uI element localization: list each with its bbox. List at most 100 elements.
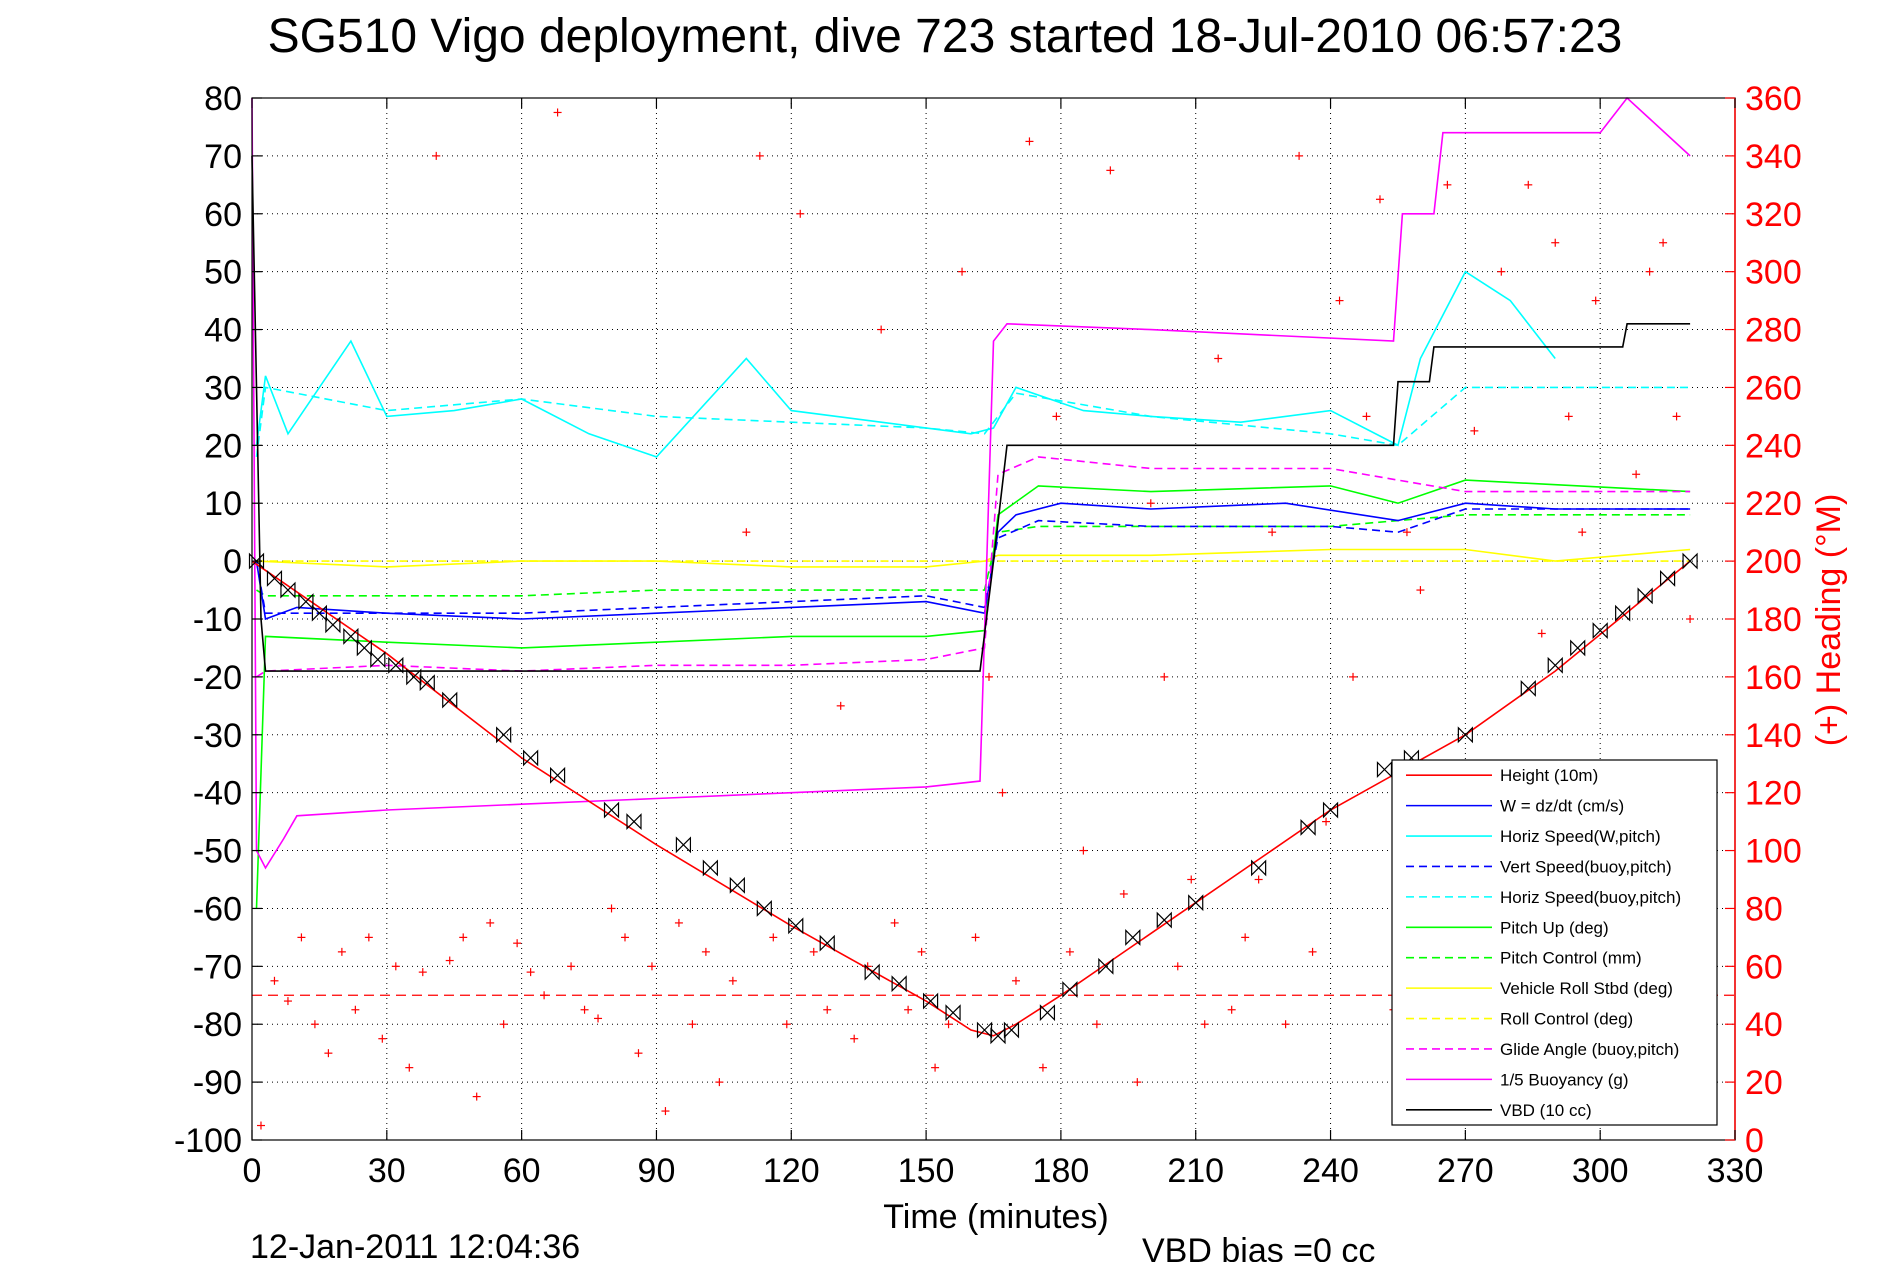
heading-point <box>405 1063 414 1072</box>
y2-tick-label: 160 <box>1745 659 1802 697</box>
heading-point <box>1268 528 1277 537</box>
heading-point <box>1200 1020 1209 1029</box>
y-tick-label: 70 <box>204 138 242 176</box>
legend-box <box>1391 759 1718 1126</box>
height-marker <box>976 1021 993 1039</box>
heading-point <box>513 939 522 948</box>
marker-layer <box>248 108 1698 1130</box>
height-marker <box>1682 552 1698 570</box>
heading-point <box>1591 296 1600 305</box>
heading-point <box>297 933 306 942</box>
height-marker <box>1547 656 1563 674</box>
height-marker-shape <box>922 992 939 1010</box>
heading-point <box>917 947 926 956</box>
heading-point <box>904 1005 913 1014</box>
height-marker <box>1156 911 1172 929</box>
height-marker <box>1457 726 1473 744</box>
legend-entry: Horiz Speed(buoy,pitch) <box>1406 888 1681 907</box>
y2-axis-label: (+) Heading (°M) <box>1810 494 1848 747</box>
heading-point <box>850 1034 859 1043</box>
legend-label: Roll Control (deg) <box>1500 1010 1633 1029</box>
height-marker <box>1125 928 1141 946</box>
heading-point <box>796 209 805 218</box>
heading-point <box>526 968 535 977</box>
heading-point <box>1187 875 1196 884</box>
legend-entry: Vert Speed(buoy,pitch) <box>1406 857 1672 876</box>
height-marker-shape <box>1637 587 1653 605</box>
x-tick-label: 60 <box>503 1152 541 1190</box>
legend-entry: W = dz/dt (cm/s) <box>1406 797 1624 816</box>
y-tick-label: 50 <box>204 254 242 292</box>
heading-point <box>391 962 400 971</box>
series-line <box>255 508 1691 615</box>
height-marker <box>325 616 341 634</box>
y2-tick-label: 60 <box>1745 948 1783 986</box>
height-marker <box>819 934 835 952</box>
height-marker <box>370 651 386 668</box>
heading-point <box>1632 470 1641 479</box>
height-marker-shape <box>1251 859 1267 877</box>
height-marker-shape <box>1062 981 1078 998</box>
height-marker-shape <box>280 581 296 599</box>
height-marker-shape <box>1300 818 1316 836</box>
heading-point <box>351 1005 360 1014</box>
y2-tick-label: 0 <box>1745 1122 1764 1160</box>
height-marker <box>343 627 359 645</box>
x-tick-label: 330 <box>1707 1152 1764 1190</box>
height-marker-shape <box>549 766 566 784</box>
heading-point <box>1146 499 1155 508</box>
y-tick-label: -20 <box>193 659 242 697</box>
height-marker-shape <box>523 749 539 767</box>
heading-point <box>256 1121 265 1130</box>
height-marker-shape <box>819 934 835 952</box>
legend-entry: Glide Angle (buoy,pitch) <box>1406 1040 1679 1059</box>
legend-entry: VBD (10 cc) <box>1406 1101 1592 1120</box>
legend-entry: Pitch Control (mm) <box>1406 949 1642 968</box>
height-marker <box>1659 570 1676 587</box>
height-marker-shape <box>311 604 328 622</box>
x-tick-label: 120 <box>763 1152 820 1190</box>
heading-point <box>661 1107 670 1116</box>
y2-tick-label: 20 <box>1745 1064 1783 1102</box>
legend-label: Vert Speed(buoy,pitch) <box>1500 857 1672 876</box>
height-marker <box>356 639 372 657</box>
heading-point <box>445 956 454 965</box>
heading-point <box>931 1063 940 1072</box>
height-marker-shape <box>1188 894 1204 912</box>
x-tick-label: 210 <box>1167 1152 1224 1190</box>
series-line <box>255 270 1556 458</box>
heading-point <box>944 1020 953 1029</box>
height-marker-shape <box>788 917 804 935</box>
heading-point <box>1443 180 1452 189</box>
heading-point <box>1375 195 1384 204</box>
heading-point <box>877 325 886 334</box>
height-marker <box>1637 587 1653 605</box>
heading-point <box>378 1034 387 1043</box>
height-marker-shape <box>864 963 880 981</box>
height-marker-shape <box>248 552 265 570</box>
height-marker <box>1188 894 1204 912</box>
y-tick-label: -60 <box>193 890 242 928</box>
y-tick-label: -90 <box>193 1064 242 1102</box>
heading-point <box>1133 1078 1142 1087</box>
heading-point <box>1308 947 1317 956</box>
heading-point <box>1281 1020 1290 1029</box>
height-marker-shape <box>1659 570 1676 587</box>
height-marker-shape <box>356 639 372 657</box>
heading-point <box>1349 672 1358 681</box>
heading-point <box>1362 412 1371 421</box>
heading-point <box>1227 1005 1236 1014</box>
height-marker <box>1592 622 1608 640</box>
legend-label: Glide Angle (buoy,pitch) <box>1500 1040 1679 1059</box>
heading-point <box>620 933 629 942</box>
height-marker <box>1300 818 1316 836</box>
x-tick-label: 300 <box>1572 1152 1629 1190</box>
heading-point <box>1564 412 1573 421</box>
height-marker <box>729 876 745 894</box>
height-marker-shape <box>343 627 359 645</box>
height-marker <box>891 975 907 993</box>
heading-point <box>1092 1020 1101 1029</box>
heading-point <box>540 991 549 1000</box>
height-marker <box>945 1004 961 1022</box>
height-marker <box>1520 680 1536 697</box>
